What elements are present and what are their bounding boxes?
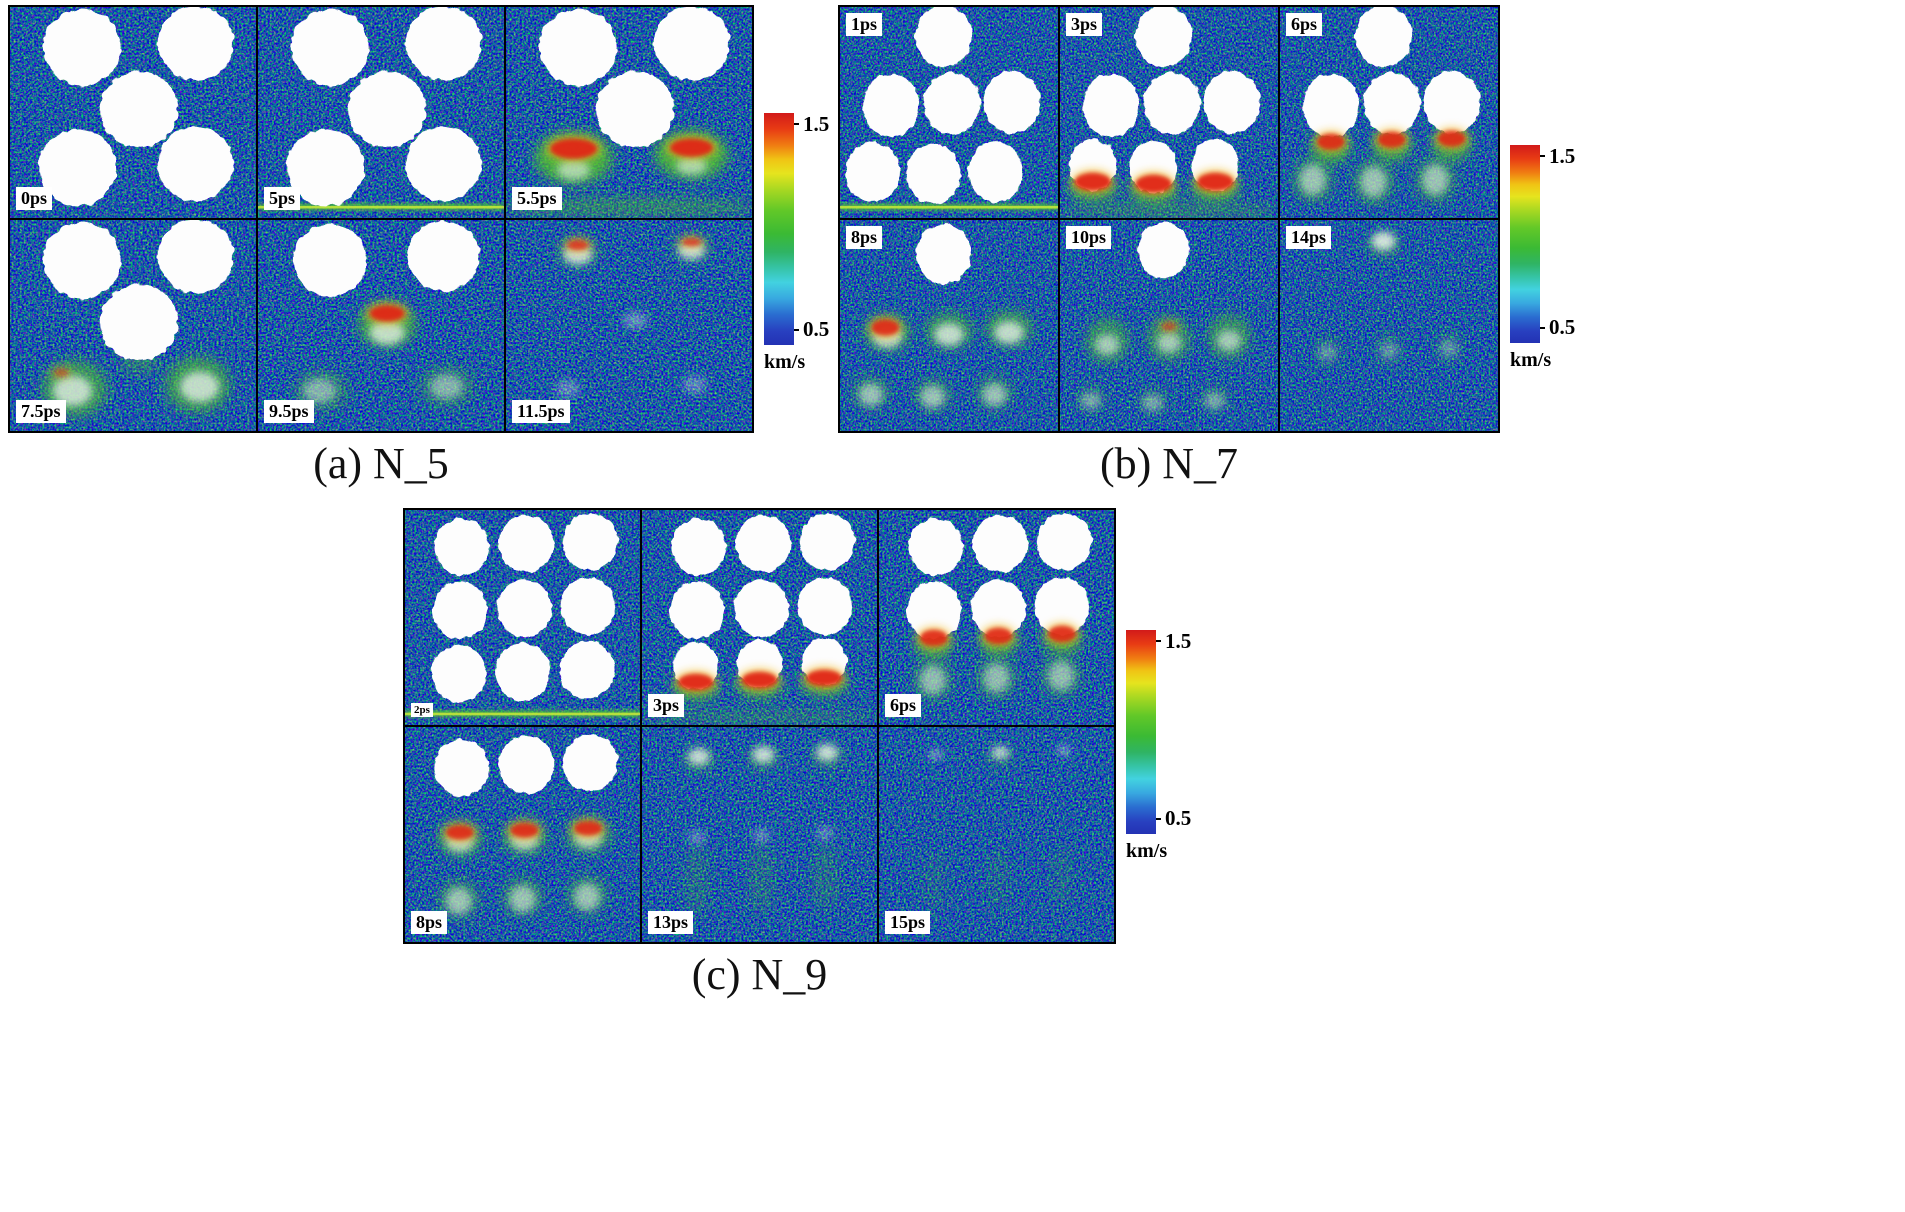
- colorbar-min-label: 0.5: [1165, 806, 1192, 830]
- time-label: 10ps: [1066, 226, 1112, 249]
- colorbar-b: 1.5 0.5 km/s: [1510, 144, 1594, 371]
- snapshot-tile: 13ps: [642, 727, 877, 942]
- time-label: 5ps: [264, 187, 301, 210]
- snapshot-tile: 3ps: [642, 510, 877, 725]
- time-label: 9.5ps: [264, 400, 314, 423]
- time-label: 7.5ps: [16, 400, 66, 423]
- snapshot-tile: 11.5ps: [506, 220, 752, 431]
- snapshot-tile: 8ps: [405, 727, 640, 942]
- time-label: 13ps: [648, 911, 694, 934]
- colorbar-tick-min: [1540, 327, 1545, 329]
- colorbar-unit-label: km/s: [1126, 840, 1168, 862]
- snapshot-tile: 2ps: [405, 510, 640, 725]
- colorbar-tick-max: [1156, 640, 1161, 642]
- time-label: 0ps: [16, 187, 53, 210]
- snapshot-image: [1280, 7, 1498, 218]
- time-label: 3ps: [648, 694, 685, 717]
- snapshot-grid-b: 1ps 3ps 6ps 8ps 10ps 14ps: [838, 5, 1500, 433]
- snapshot-image: [258, 7, 504, 218]
- panel-a-caption: (a) N_5: [313, 439, 449, 488]
- snapshot-tile: 3ps: [1060, 7, 1278, 218]
- snapshot-image: [642, 727, 877, 942]
- time-label: 1ps: [846, 13, 883, 36]
- colorbar-gradient: [1126, 630, 1156, 834]
- time-label: 11.5ps: [512, 400, 570, 423]
- colorbar-max-label: 1.5: [1549, 144, 1576, 168]
- snapshot-image: [506, 220, 752, 431]
- snapshot-image: [506, 7, 752, 218]
- snapshot-image: [405, 510, 640, 725]
- snapshot-tile: 7.5ps: [10, 220, 256, 431]
- colorbar-tick-max: [794, 123, 799, 125]
- colorbar-unit-label: km/s: [1510, 349, 1552, 371]
- snapshot-image: [840, 220, 1058, 431]
- snapshot-tile: 9.5ps: [258, 220, 504, 431]
- snapshot-image: [258, 220, 504, 431]
- snapshot-tile: 0ps: [10, 7, 256, 218]
- colorbar-max-label: 1.5: [1165, 629, 1192, 653]
- snapshot-image: [642, 510, 877, 725]
- colorbar-tick-min: [794, 329, 799, 331]
- colorbar-min-label: 0.5: [803, 317, 830, 341]
- time-label: 14ps: [1286, 226, 1332, 249]
- panel-b-caption: (b) N_7: [1099, 439, 1239, 488]
- snapshot-tile: 1ps: [840, 7, 1058, 218]
- snapshot-image: [879, 727, 1114, 942]
- panel-c: 2ps 3ps 6ps 8ps 13ps 15ps 1.5 0.5 km/s (c) N_…: [403, 508, 1191, 999]
- colorbar-a: 1.5 0.5 km/s: [764, 112, 848, 373]
- panel-c-caption: (c) N_9: [691, 950, 828, 999]
- snapshot-image: [1280, 220, 1498, 431]
- colorbar-unit-label: km/s: [764, 351, 806, 373]
- time-label: 6ps: [1286, 13, 1323, 36]
- snapshot-tile: 5.5ps: [506, 7, 752, 218]
- colorbar-max-label: 1.5: [803, 112, 830, 136]
- snapshot-grid-a: 0ps 5ps 5.5ps 7.5ps 9.5ps 11.5ps: [8, 5, 754, 433]
- snapshot-image: [879, 510, 1114, 725]
- snapshot-image: [840, 7, 1058, 218]
- snapshot-tile: 8ps: [840, 220, 1058, 431]
- colorbar-gradient: [1510, 145, 1540, 343]
- snapshot-tile: 6ps: [1280, 7, 1498, 218]
- time-label: 3ps: [1066, 13, 1103, 36]
- colorbar-min-label: 0.5: [1549, 315, 1576, 339]
- snapshot-tile: 14ps: [1280, 220, 1498, 431]
- colorbar-gradient: [764, 113, 794, 345]
- snapshot-tile: 5ps: [258, 7, 504, 218]
- snapshot-tile: 15ps: [879, 727, 1114, 942]
- snapshot-image: [10, 7, 256, 218]
- snapshot-image: [1060, 7, 1278, 218]
- colorbar-tick-min: [1156, 818, 1161, 820]
- panel-b: 1ps 3ps 6ps 8ps 10ps 14ps 1.5 0.5 km/s (b) N_…: [838, 5, 1575, 488]
- colorbar-c: 1.5 0.5 km/s: [1126, 629, 1210, 862]
- time-label: 2ps: [411, 703, 433, 717]
- snapshot-image: [1060, 220, 1278, 431]
- snapshot-tile: 6ps: [879, 510, 1114, 725]
- time-label: 5.5ps: [512, 187, 562, 210]
- time-label: 6ps: [885, 694, 922, 717]
- snapshot-tile: 10ps: [1060, 220, 1278, 431]
- time-label: 15ps: [885, 911, 931, 934]
- time-label: 8ps: [846, 226, 883, 249]
- colorbar-tick-max: [1540, 155, 1545, 157]
- snapshot-image: [405, 727, 640, 942]
- time-label: 8ps: [411, 911, 448, 934]
- snapshot-image: [10, 220, 256, 431]
- snapshot-grid-c: 2ps 3ps 6ps 8ps 13ps 15ps: [403, 508, 1116, 944]
- panel-a: 0ps 5ps 5.5ps 7.5ps 9.5ps 11.5ps 1.5 0.5 km/s…: [8, 5, 829, 488]
